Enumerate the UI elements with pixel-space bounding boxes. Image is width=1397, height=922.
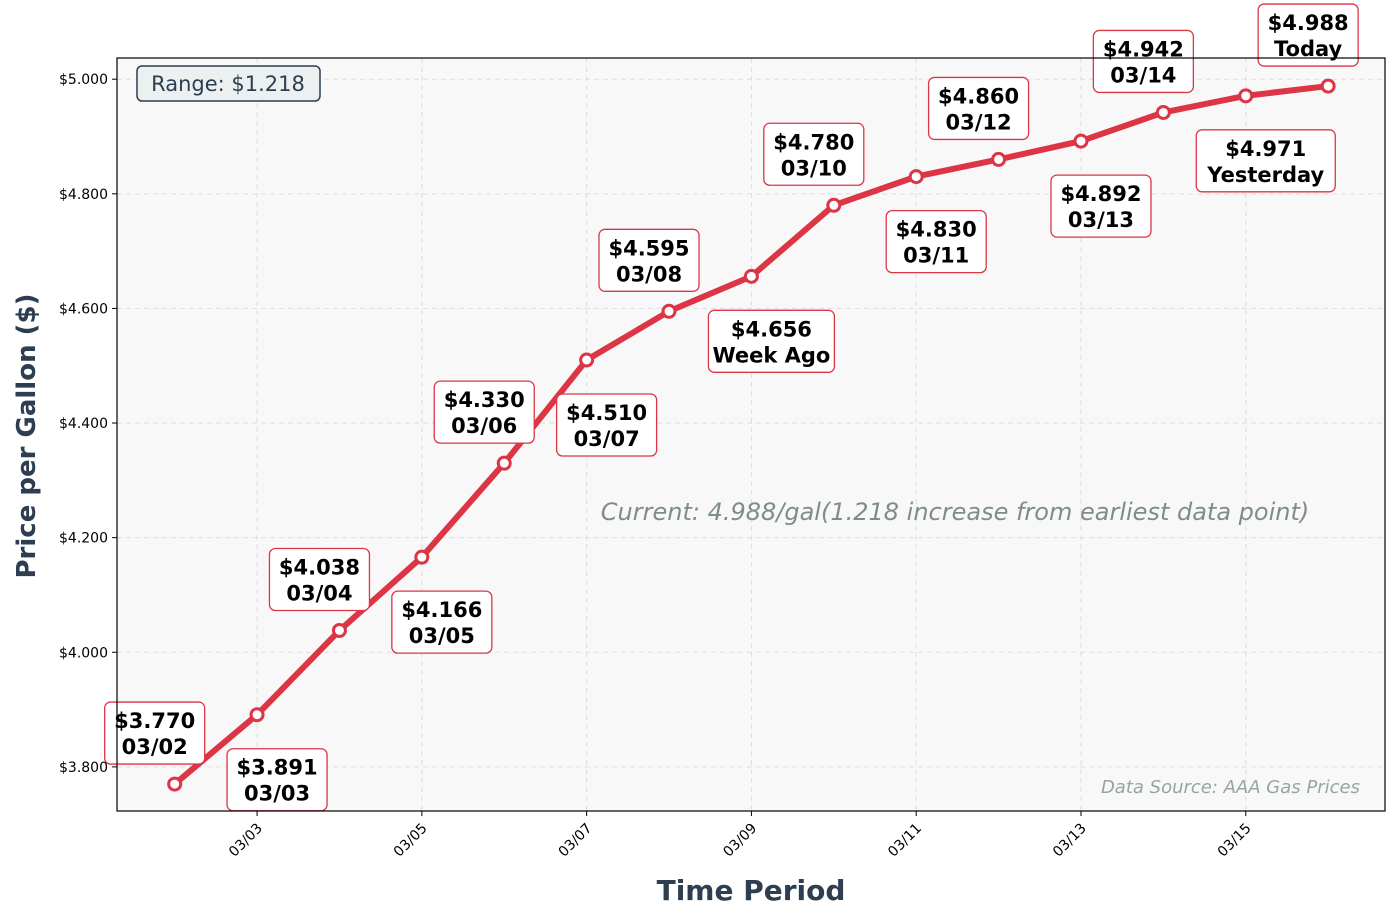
plot-background: [117, 58, 1385, 811]
point-label-price: $3.891: [237, 756, 318, 780]
data-point-marker: [414, 549, 430, 565]
point-label-date: Yesterday: [1206, 163, 1324, 187]
data-point-marker: [743, 268, 759, 284]
point-label-date: 03/12: [946, 110, 1012, 134]
point-label-date: Week Ago: [712, 343, 830, 367]
x-tick-label: 03/07: [556, 821, 596, 861]
data-point-marker: [991, 151, 1007, 167]
point-label-box: [1092, 29, 1195, 94]
point-label-date: 03/03: [244, 782, 310, 806]
data-point-marker: [826, 197, 842, 213]
point-label-price: $4.038: [279, 555, 360, 579]
point-label-date: 03/14: [1110, 63, 1176, 87]
point-label-date: Today: [1274, 37, 1343, 61]
point-label-box: [885, 209, 987, 274]
point-label-box: [433, 380, 535, 444]
data-source-note: Data Source: AAA Gas Prices: [1101, 777, 1360, 798]
data-point-marker: [1320, 78, 1336, 94]
point-label-date: 03/11: [903, 244, 969, 268]
point-label-box: [104, 701, 206, 765]
data-point-marker: [1238, 88, 1254, 104]
data-point-marker: [249, 707, 265, 723]
y-tick-label: $4.000: [59, 645, 108, 661]
data-point-marker: [1155, 104, 1171, 120]
point-label-box: [598, 228, 700, 292]
y-tick-label: $4.600: [59, 301, 108, 317]
point-label-box: [555, 393, 658, 457]
point-label-date: 03/08: [616, 262, 682, 286]
point-label-box: [1257, 3, 1359, 67]
point-label-box: [763, 122, 865, 186]
point-label-price: $4.971: [1225, 137, 1306, 161]
x-axis-label: Time Period: [657, 874, 846, 907]
point-label-price: $4.595: [608, 236, 689, 260]
data-point-marker: [167, 776, 183, 792]
x-tick-label: 03/15: [1215, 821, 1255, 861]
point-label-box: [391, 590, 493, 654]
point-labels: $3.77003/02$3.89103/03$4.03803/04$4.1660…: [104, 3, 1359, 812]
x-tick-label: 03/05: [391, 821, 431, 861]
y-tick-label: $5.000: [59, 72, 108, 88]
data-point-marker: [579, 352, 595, 368]
point-label-price: $4.830: [896, 218, 977, 242]
point-label-date: 03/04: [286, 581, 352, 605]
point-label-price: $3.770: [114, 709, 195, 733]
point-label-price: $4.656: [731, 317, 812, 341]
point-label-box: [707, 309, 836, 373]
data-point-marker: [908, 169, 924, 185]
y-axis-label: Price per Gallon ($): [12, 294, 42, 579]
point-label-price: $4.892: [1060, 182, 1141, 206]
point-label-box: [1195, 129, 1336, 193]
point-label-price: $4.860: [938, 84, 1019, 108]
point-label-price: $4.330: [444, 388, 525, 412]
x-tick-label: 03/09: [720, 821, 760, 861]
point-label-date: 03/13: [1068, 208, 1134, 232]
point-label-price: $4.510: [566, 401, 647, 425]
point-label-date: 03/02: [122, 735, 188, 759]
point-label-date: 03/10: [781, 156, 847, 180]
point-label-price: $4.988: [1268, 11, 1349, 35]
x-tick-label: 03/11: [885, 821, 925, 861]
x-tick-label: 03/13: [1050, 821, 1090, 861]
range-box: [136, 65, 321, 102]
point-label-date: 03/06: [451, 414, 517, 438]
point-label-date: 03/07: [574, 427, 640, 451]
current-annotation: Current: 4.988/gal(1.218 increase from e…: [601, 498, 1309, 526]
y-tick-label: $4.400: [59, 416, 108, 432]
point-label-box: [268, 547, 371, 612]
point-label-box: [927, 76, 1030, 141]
data-point-marker: [1073, 133, 1089, 149]
y-tick-label: $3.800: [59, 760, 108, 776]
point-label-date: 03/05: [409, 624, 475, 648]
range-annotation: Range: $1.218: [151, 72, 305, 96]
point-label-box: [1050, 174, 1152, 238]
y-tick-label: $4.200: [59, 531, 108, 547]
point-label-price: $4.780: [773, 130, 854, 154]
data-point-marker: [496, 455, 512, 471]
data-point-marker: [661, 303, 677, 319]
x-tick-label: 03/03: [226, 821, 266, 861]
y-tick-label: $4.800: [59, 187, 108, 203]
data-point-marker: [331, 622, 347, 638]
point-label-price: $4.166: [401, 598, 482, 622]
